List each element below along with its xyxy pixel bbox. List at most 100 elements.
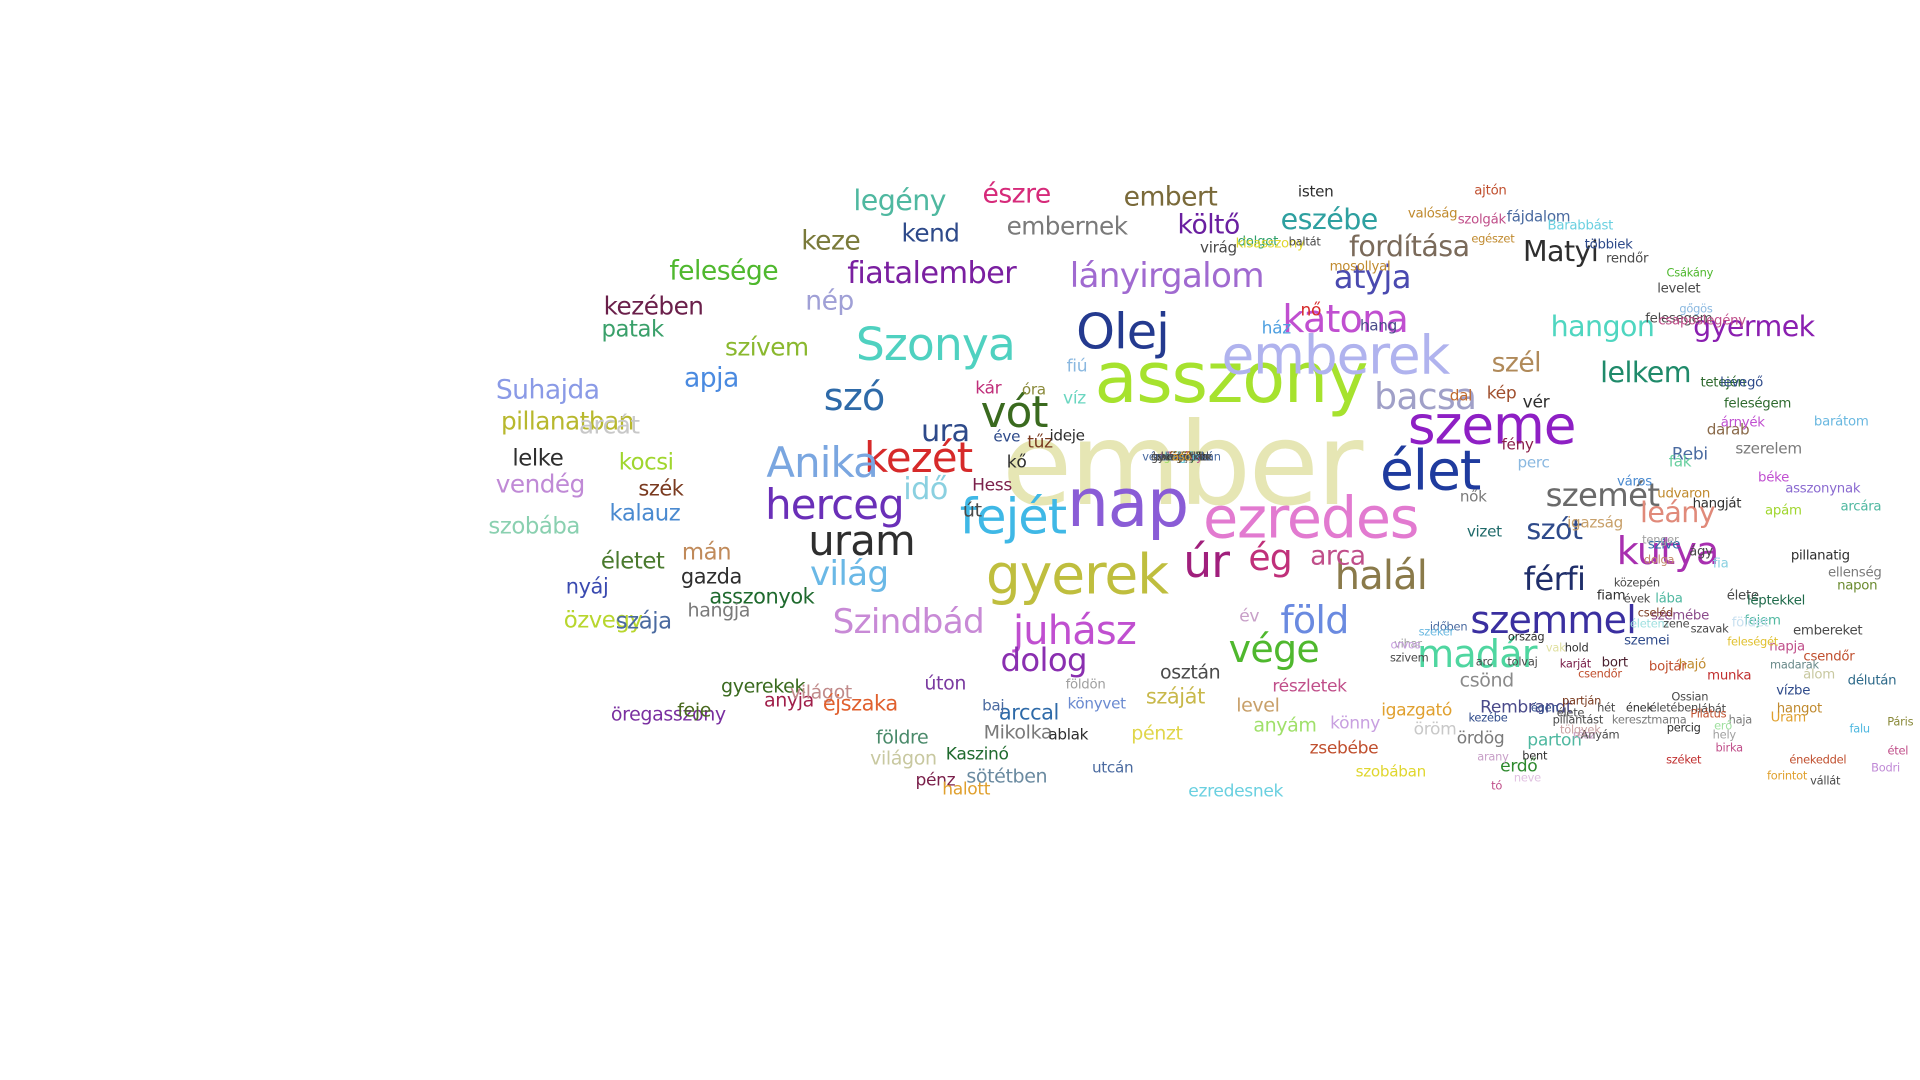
- word-cloud-word: álom: [1803, 667, 1835, 683]
- word-cloud-word: föld: [1280, 597, 1349, 642]
- word-cloud-word: bort: [1601, 655, 1628, 671]
- word-cloud-word: szekér: [1418, 624, 1455, 639]
- word-cloud-word: ajtón: [1474, 183, 1507, 199]
- word-cloud-word: asszonynak: [1785, 481, 1861, 497]
- word-cloud-word: level: [1236, 694, 1280, 717]
- word-cloud-word: zsebébe: [1309, 738, 1379, 759]
- word-cloud-word: arany: [1477, 748, 1509, 763]
- word-cloud-word: Hess: [972, 475, 1012, 496]
- word-cloud-word: világ: [809, 553, 889, 594]
- word-cloud-word: élete: [1556, 705, 1585, 720]
- word-cloud-word: Csákány: [1666, 265, 1714, 280]
- word-cloud-word: darab: [1706, 420, 1750, 439]
- word-cloud-word: bent: [1522, 747, 1548, 762]
- word-cloud-word: szék: [638, 476, 684, 501]
- word-cloud-word: haja: [1728, 712, 1753, 727]
- word-cloud-word: étel: [1887, 743, 1909, 758]
- word-cloud-word: Pilátus: [1690, 706, 1727, 721]
- word-cloud-word: tó: [1491, 778, 1503, 793]
- word-cloud-word: sötétben: [966, 765, 1048, 788]
- word-cloud-word: tetején: [1700, 375, 1746, 391]
- word-cloud-word: vak: [1545, 640, 1566, 655]
- word-cloud-word: lámpa: [1164, 449, 1199, 464]
- word-cloud-word: pénz: [915, 770, 956, 791]
- word-cloud-word: madarak: [1769, 656, 1819, 671]
- word-cloud-word: osztán: [1159, 661, 1221, 684]
- word-cloud-word: óriás: [1168, 449, 1195, 464]
- word-cloud-word: fejem: [1744, 612, 1781, 628]
- word-cloud-word: kezébe: [1468, 710, 1508, 725]
- word-cloud-word: kezében: [603, 291, 704, 321]
- word-cloud-word: virág: [1200, 238, 1237, 257]
- word-cloud-word: könyvet: [1067, 694, 1126, 713]
- word-cloud-word: lelke: [512, 445, 564, 472]
- word-cloud-word: világot: [789, 681, 852, 704]
- word-cloud-word: partján: [1561, 693, 1602, 708]
- word-cloud-word: férfi: [1523, 559, 1586, 598]
- word-cloud-word: zene: [1663, 616, 1690, 631]
- word-cloud-word: szolgák: [1457, 211, 1506, 227]
- word-cloud-word: Matyi: [1523, 234, 1599, 268]
- word-cloud-word: vágy: [1168, 449, 1195, 464]
- word-cloud-word: karját: [1559, 655, 1592, 670]
- word-cloud-word: csendőr: [1578, 666, 1622, 681]
- word-cloud-word: szemei: [1624, 633, 1670, 649]
- word-cloud-word: fia: [1712, 556, 1729, 572]
- word-cloud-word: kisasszony: [1235, 236, 1305, 252]
- word-cloud-word: ideje: [1049, 426, 1085, 445]
- word-cloud-word: fák: [1668, 452, 1692, 471]
- word-cloud-word: percig: [1666, 720, 1701, 735]
- word-cloud-word: élet: [1379, 438, 1481, 503]
- word-cloud-word: nők: [1459, 487, 1487, 506]
- word-cloud-word: szavakat: [1157, 449, 1206, 464]
- word-cloud-word: ellenség: [1827, 565, 1882, 581]
- word-cloud-word: tölgyek: [1560, 722, 1601, 737]
- word-cloud-word: ágy: [1689, 544, 1713, 560]
- word-cloud-word: közepén: [1613, 575, 1660, 590]
- word-cloud-word: anyja: [763, 689, 814, 712]
- word-cloud-word: arc: [1475, 654, 1493, 669]
- word-cloud-word: juhász: [1012, 608, 1137, 655]
- word-cloud-word: asszonyok: [709, 584, 815, 609]
- word-cloud-word: ura: [920, 413, 970, 449]
- word-cloud-word: vér: [1522, 392, 1550, 413]
- word-cloud-word: atyja: [1333, 257, 1412, 296]
- word-cloud-word: város: [1616, 474, 1652, 490]
- word-cloud-word: embert: [1123, 182, 1218, 214]
- word-cloud-word: baltát: [1288, 234, 1321, 249]
- word-cloud-word: fény: [1501, 435, 1534, 454]
- word-cloud-word: kezével: [1160, 449, 1203, 464]
- word-cloud-word: pillanatig: [1790, 547, 1850, 563]
- word-cloud-word: ház: [1261, 318, 1292, 339]
- word-cloud-word: Kaszinó: [945, 744, 1009, 765]
- word-cloud-word: legény: [853, 184, 946, 218]
- word-cloud-word: szív: [1171, 449, 1192, 464]
- word-cloud-word: napja: [1769, 639, 1805, 655]
- word-cloud-word: vérehomlokán: [1142, 449, 1221, 464]
- word-cloud-word: katona: [1282, 297, 1409, 342]
- word-cloud-word: bacsa: [1374, 375, 1477, 418]
- word-cloud-word: úr: [1183, 535, 1230, 589]
- word-cloud-word: pillantást: [1552, 712, 1604, 727]
- word-cloud-word: apja: [684, 363, 739, 395]
- word-cloud-word: arcát: [578, 410, 640, 440]
- word-cloud-word: hajnal: [1164, 449, 1199, 464]
- word-cloud-word: utcán: [1091, 758, 1134, 777]
- word-cloud-word: úton: [924, 672, 967, 695]
- word-cloud-word: szó: [823, 374, 885, 419]
- word-cloud-word: Bodri: [1871, 760, 1900, 775]
- word-cloud-word: kép: [1486, 383, 1517, 404]
- word-cloud-word: végét: [1165, 449, 1198, 464]
- word-cloud-word: gyerek: [985, 542, 1169, 607]
- word-cloud-word: erdő: [1500, 756, 1538, 777]
- word-cloud-word: barátom: [1813, 414, 1869, 430]
- word-cloud-word: kutya: [1616, 528, 1720, 573]
- word-cloud-word: életében: [1649, 700, 1699, 715]
- word-cloud-word: csönd: [1459, 669, 1515, 692]
- word-cloud-word: öregasszony: [610, 703, 726, 726]
- word-cloud-word: fiam: [1596, 588, 1626, 604]
- word-cloud-word: falu: [1849, 721, 1870, 736]
- word-cloud-word: levelet: [1657, 281, 1701, 297]
- word-cloud-word: ország: [1507, 629, 1545, 644]
